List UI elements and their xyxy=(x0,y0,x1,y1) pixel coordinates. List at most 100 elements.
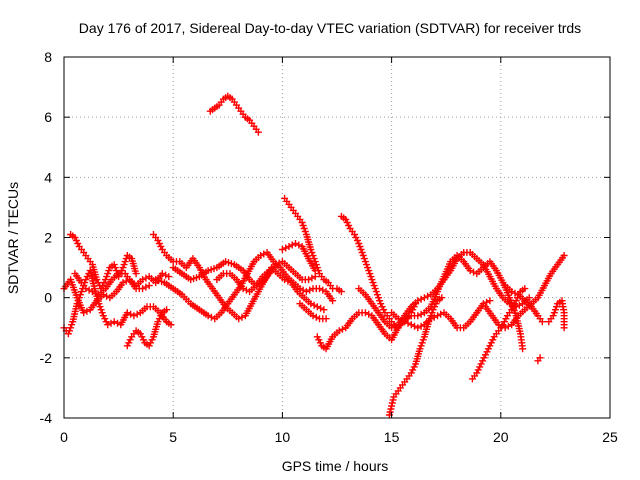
data-point xyxy=(88,288,96,296)
data-point xyxy=(265,267,273,275)
data-point xyxy=(397,316,405,324)
x-tick-label: 10 xyxy=(275,429,291,445)
data-point xyxy=(417,310,425,318)
grid xyxy=(64,57,610,418)
data-point xyxy=(311,273,319,281)
data-point xyxy=(158,270,166,278)
data-point xyxy=(110,318,118,326)
data-point xyxy=(521,285,529,293)
data-point xyxy=(322,315,330,323)
data-point xyxy=(107,319,115,327)
data-point xyxy=(282,244,290,252)
data-point xyxy=(76,291,84,299)
data-point xyxy=(337,288,345,296)
y-tick-label: 2 xyxy=(44,230,52,246)
data-point xyxy=(163,306,171,314)
data-point xyxy=(365,310,373,318)
data-point xyxy=(278,246,286,253)
data-point xyxy=(288,241,296,249)
data-point xyxy=(130,312,138,320)
data-point xyxy=(414,324,422,332)
data-point xyxy=(411,322,418,330)
data-point xyxy=(310,301,318,309)
data-point xyxy=(427,315,435,323)
data-point xyxy=(372,288,380,296)
x-tick-label: 25 xyxy=(602,429,618,445)
y-tick-label: -2 xyxy=(40,350,53,366)
data-point xyxy=(104,321,112,329)
data-point xyxy=(329,297,337,305)
data-point xyxy=(359,252,367,259)
data-point xyxy=(434,312,441,320)
y-tick-label: 4 xyxy=(44,169,52,185)
data-point xyxy=(313,303,321,311)
data-point xyxy=(133,310,141,318)
data-point xyxy=(123,309,131,317)
x-tick-label: 5 xyxy=(169,429,177,445)
data-point xyxy=(302,288,310,296)
data-point xyxy=(82,285,90,293)
data-point xyxy=(430,313,438,321)
data-point xyxy=(501,324,509,332)
data-point xyxy=(299,286,307,294)
data-point xyxy=(536,354,544,362)
data-point xyxy=(466,267,474,275)
data-point xyxy=(312,313,320,321)
data-point xyxy=(319,286,327,294)
data-point xyxy=(320,306,328,314)
data-point xyxy=(257,252,265,259)
data-point xyxy=(508,288,516,296)
data-point xyxy=(139,285,147,293)
data-point xyxy=(477,360,485,368)
data-point xyxy=(538,318,546,326)
data-point xyxy=(420,294,428,302)
data-point xyxy=(495,321,503,329)
data-point xyxy=(560,324,568,332)
data-point xyxy=(525,294,533,302)
data-point xyxy=(309,312,317,320)
data-point xyxy=(260,250,268,258)
data-point xyxy=(339,325,346,333)
x-tick-label: 0 xyxy=(60,429,68,445)
data-point xyxy=(238,313,246,321)
data-point xyxy=(486,297,494,305)
data-point xyxy=(308,249,316,256)
data-point xyxy=(414,312,422,320)
data-point xyxy=(417,322,425,330)
data-point xyxy=(235,315,243,323)
data-point xyxy=(254,128,262,136)
data-point xyxy=(414,297,422,305)
x-tick-label: 20 xyxy=(493,429,509,445)
data-point xyxy=(391,322,399,330)
data-point xyxy=(305,276,313,284)
data-point xyxy=(145,282,153,290)
data-point xyxy=(162,271,170,279)
y-tick-label: 6 xyxy=(44,109,52,125)
data-point xyxy=(296,285,304,293)
data-point xyxy=(404,319,412,327)
data-point xyxy=(388,399,396,407)
data-point xyxy=(401,318,409,326)
data-point xyxy=(67,324,75,332)
data-point xyxy=(80,309,88,317)
data-points xyxy=(60,92,568,419)
data-point xyxy=(139,276,147,284)
data-point xyxy=(361,309,369,317)
y-tick-label: -4 xyxy=(40,410,53,426)
data-point xyxy=(142,283,150,291)
y-axis-label: SDTVAR / TECUs xyxy=(5,182,21,294)
data-point xyxy=(560,252,568,259)
data-point xyxy=(519,345,527,353)
data-point xyxy=(239,285,247,293)
data-point xyxy=(307,300,315,308)
y-tick-label: 0 xyxy=(44,290,52,306)
data-point xyxy=(394,315,402,323)
axis-ticks: 0 5 10 15 20 25 -4 -2 0 2 4 6 8 xyxy=(40,49,618,445)
data-point xyxy=(167,321,175,329)
data-point xyxy=(306,286,314,294)
data-point xyxy=(85,286,93,294)
data-point xyxy=(83,307,91,315)
data-point xyxy=(417,295,425,303)
data-point xyxy=(285,243,293,250)
